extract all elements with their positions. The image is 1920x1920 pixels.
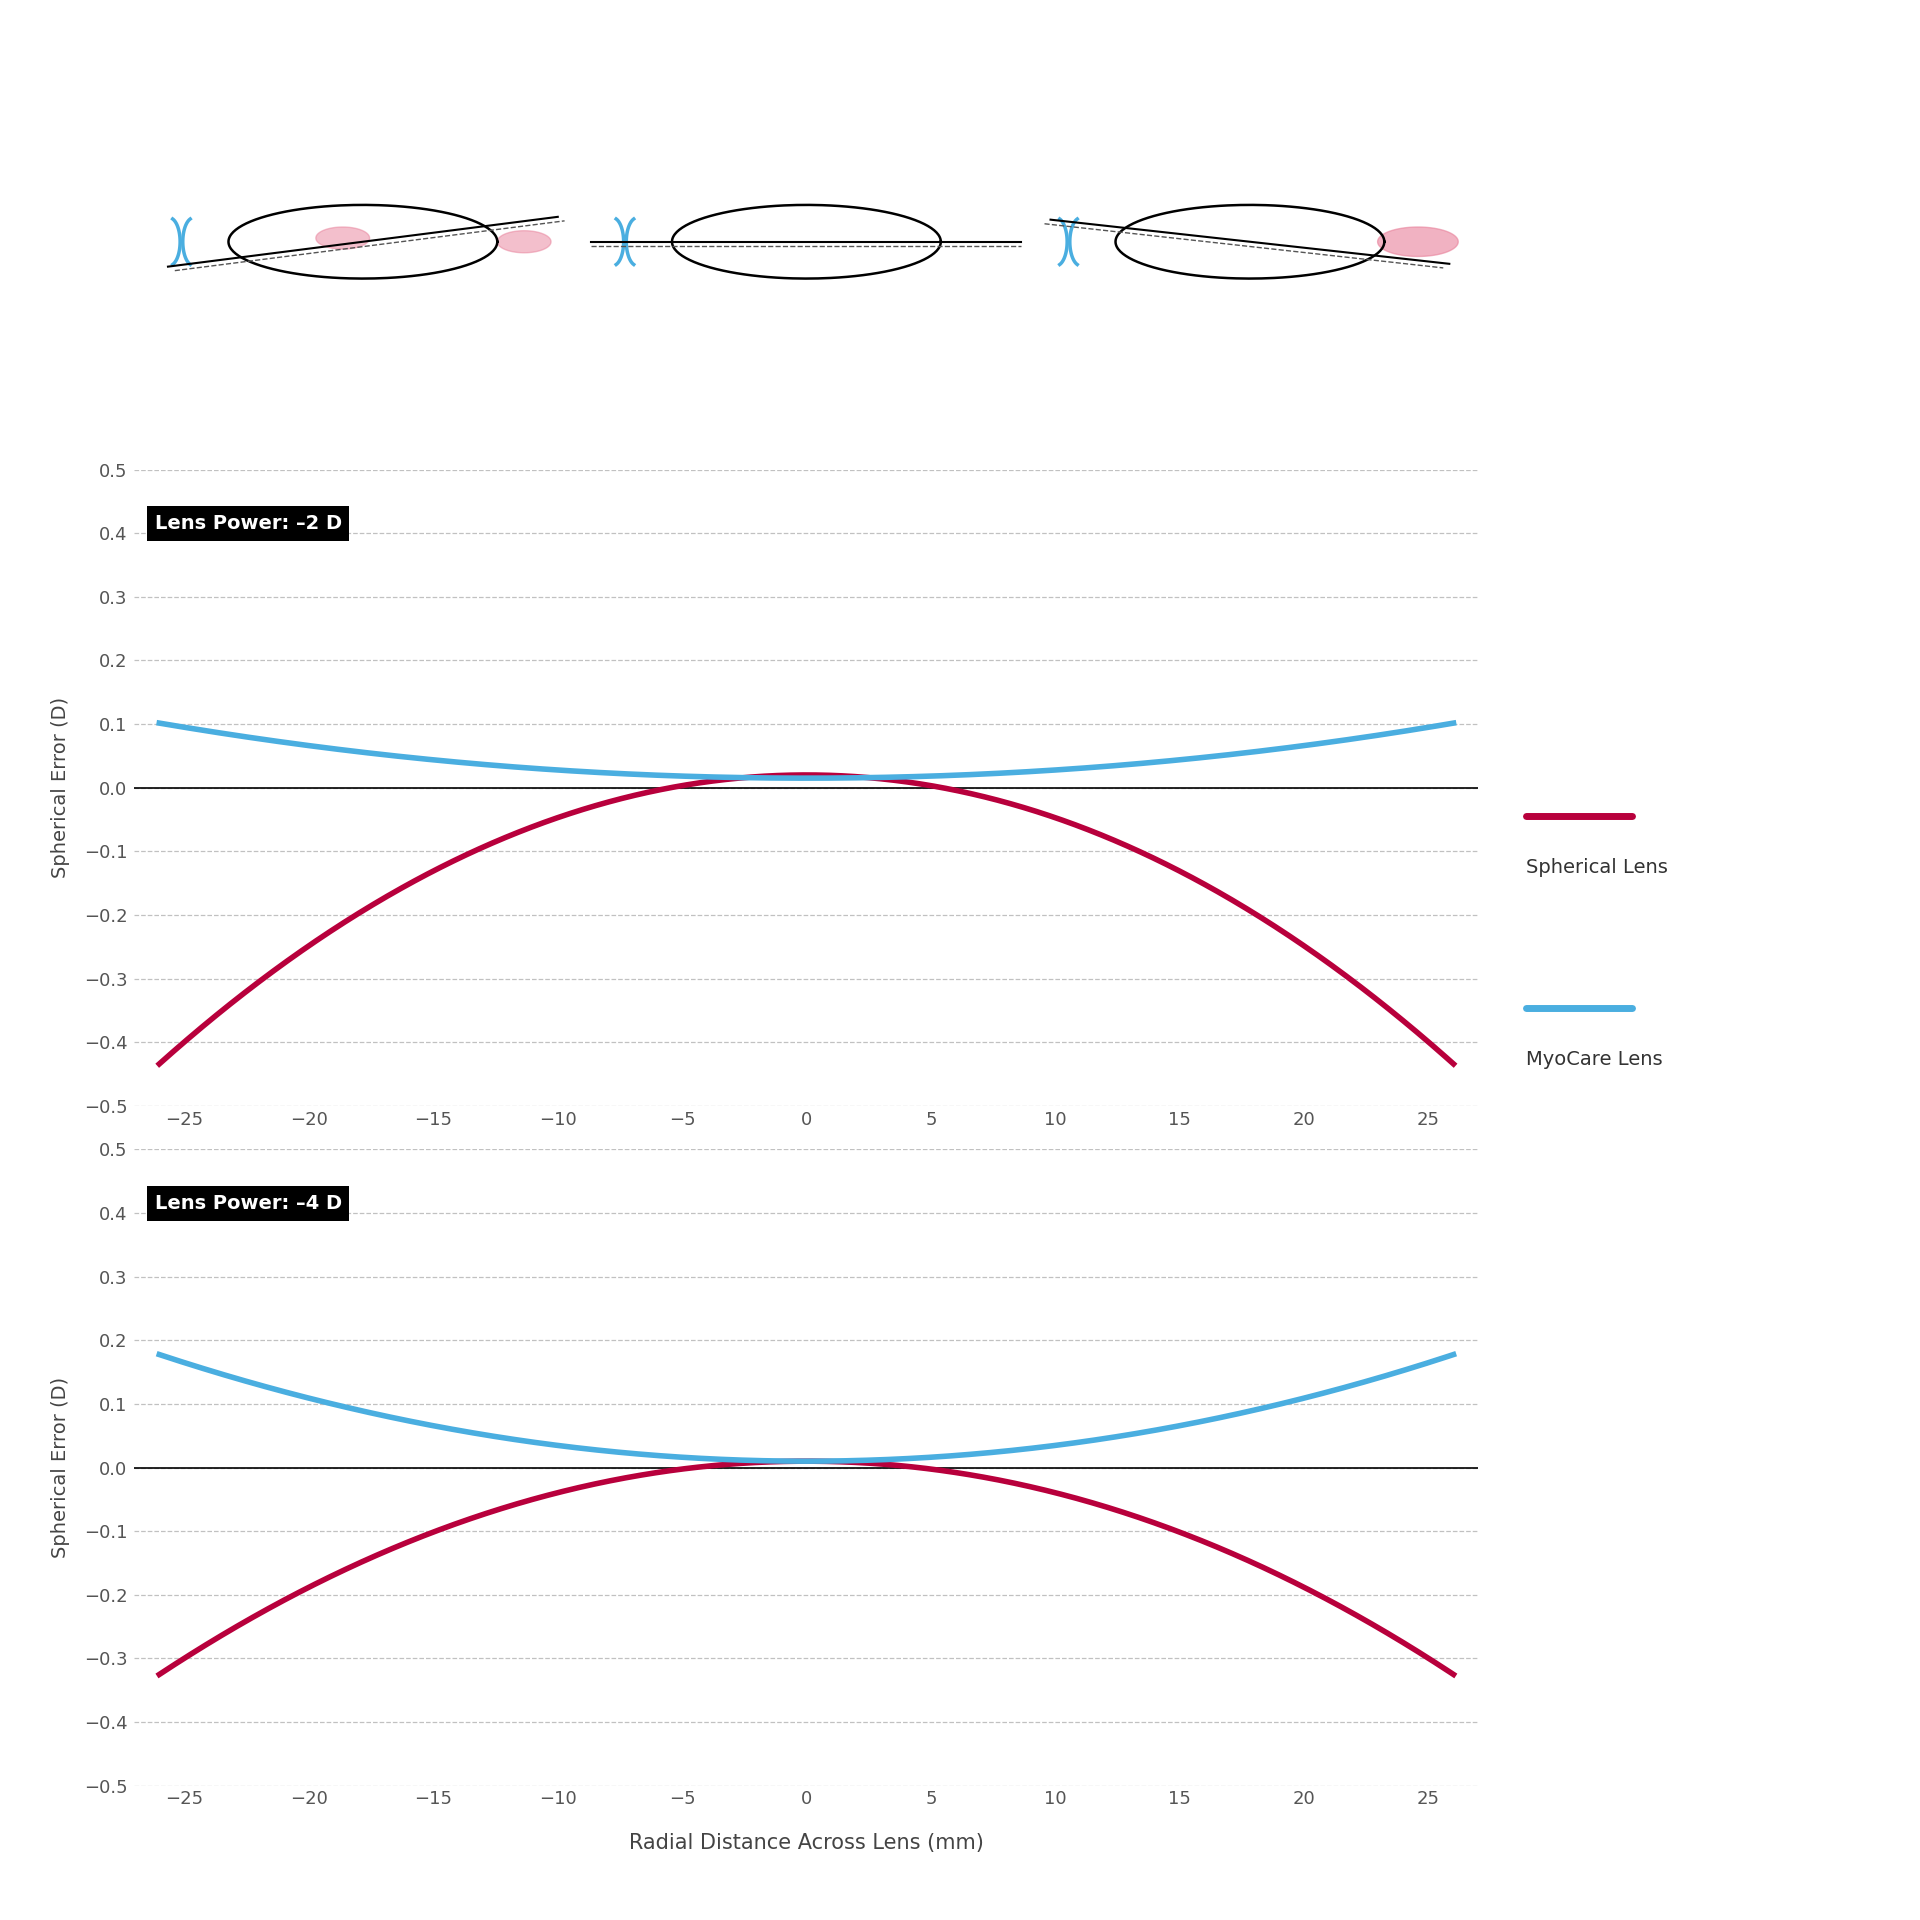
Y-axis label: Spherical Error (D): Spherical Error (D)	[52, 1377, 69, 1559]
Polygon shape	[317, 227, 369, 250]
Text: Lens Power: –4 D: Lens Power: –4 D	[154, 1194, 342, 1213]
Polygon shape	[497, 230, 551, 253]
Y-axis label: Spherical Error (D): Spherical Error (D)	[52, 697, 69, 877]
Text: Lens Power: –2 D: Lens Power: –2 D	[154, 515, 342, 534]
Text: Spherical Lens: Spherical Lens	[1526, 858, 1668, 877]
Text: MyoCare Lens: MyoCare Lens	[1526, 1050, 1663, 1069]
X-axis label: Radial Distance Across Lens (mm): Radial Distance Across Lens (mm)	[630, 1834, 983, 1853]
Polygon shape	[1379, 227, 1459, 257]
